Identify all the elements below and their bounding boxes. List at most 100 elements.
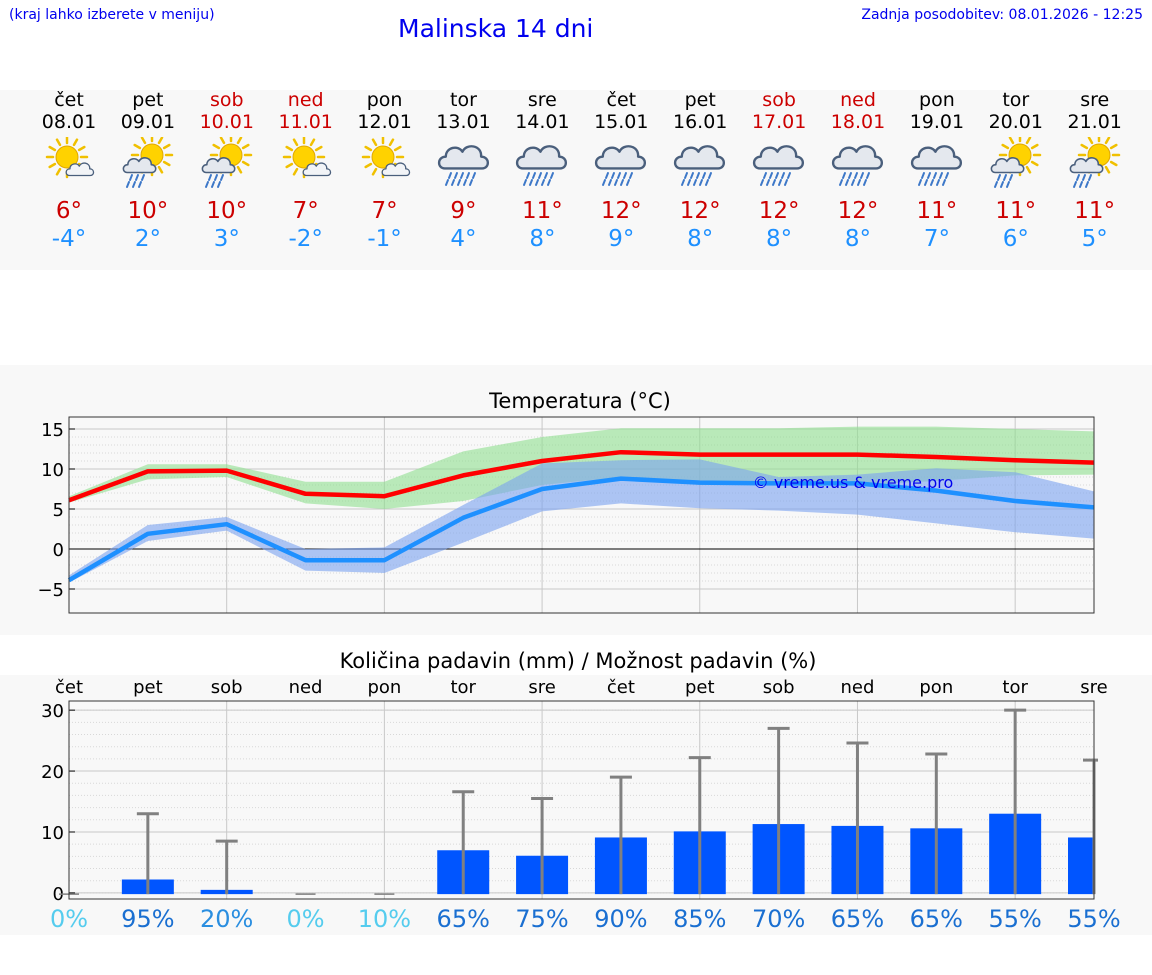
day-name: ned — [840, 89, 876, 111]
last-updated: Zadnja posodobitev: 08.01.2026 - 12:25 — [861, 7, 1143, 23]
max-temperature: 12° — [758, 198, 800, 224]
day-column: čet 08.01 6° -4° — [29, 89, 109, 253]
cloud-rain-icon — [512, 137, 572, 193]
cloud-rain-icon — [670, 137, 730, 193]
x-category-label: sob — [211, 677, 243, 698]
min-temperature: 7° — [923, 226, 950, 252]
max-temperature: 11° — [1074, 198, 1116, 224]
sun-cloud-icon — [355, 135, 415, 193]
x-category-label: sob — [763, 677, 795, 698]
day-name: čet — [606, 89, 637, 111]
chart-title: Količina padavin (mm) / Možnost padavin … — [340, 649, 817, 673]
precipitation-probability: 65% — [831, 905, 884, 933]
day-date: 09.01 — [120, 111, 176, 133]
max-temperature: 12° — [679, 198, 721, 224]
plot-frame — [68, 416, 1095, 614]
max-temperature: 12° — [837, 198, 879, 224]
y-tick-label: −5 — [37, 580, 64, 601]
day-date: 10.01 — [199, 111, 254, 133]
day-column: pon 12.01 7° -1° — [345, 89, 425, 253]
chart-title: Temperatura (°C) — [488, 389, 671, 413]
x-category-label: ned — [841, 677, 875, 698]
cloud-rain-icon — [434, 137, 494, 193]
y-tick-label: 20 — [41, 762, 64, 783]
sun-cloud-icon — [276, 135, 336, 193]
day-date: 15.01 — [594, 111, 649, 133]
x-category-label: čet — [607, 677, 635, 698]
day-name: pet — [132, 89, 164, 111]
day-column: pet 16.01 12° 8° — [660, 89, 740, 253]
temperature-chart: Temperatura (°C) 15 10 5 0 −5 © vreme.us & vre… — [37, 389, 1095, 614]
max-temperature: 10° — [127, 198, 169, 224]
temperature-title-band — [0, 365, 1152, 410]
min-temperature: -4° — [51, 226, 87, 252]
precipitation-chart: Količina padavin (mm) / Možnost padavin … — [41, 649, 1121, 933]
min-temperature: 6° — [1002, 226, 1029, 252]
min-temperature: 8° — [844, 226, 872, 252]
precipitation-probability: 20% — [200, 905, 253, 933]
day-name: sob — [210, 89, 244, 111]
page-title: Malinska 14 dni — [398, 14, 594, 43]
precipitation-probability: 65% — [910, 905, 963, 933]
min-temperature-band — [69, 459, 1094, 583]
sun-cloud-rain-icon — [197, 133, 257, 193]
precipitation-probability: 85% — [673, 905, 726, 933]
x-category-label: sre — [1080, 677, 1107, 698]
precipitation-probability: 0% — [286, 905, 324, 933]
min-temperature: 8° — [529, 226, 556, 252]
min-temperature: 8° — [687, 226, 714, 252]
day-date: 18.01 — [830, 111, 886, 133]
min-temperature: 9° — [608, 226, 635, 252]
x-category-label: pon — [367, 677, 401, 698]
max-temperature: 7° — [371, 198, 398, 224]
day-date: 16.01 — [672, 111, 728, 133]
x-category-label: tor — [1002, 677, 1028, 698]
cloud-rain-icon — [828, 137, 888, 193]
precipitation-probability: 0% — [50, 905, 88, 933]
day-date: 21.01 — [1067, 111, 1122, 133]
max-temperature: 7° — [292, 198, 319, 224]
precipitation-probability: 70% — [752, 905, 805, 933]
max-temperature: 11° — [916, 198, 958, 224]
precipitation-probability: 90% — [594, 905, 647, 933]
day-date: 12.01 — [357, 111, 412, 133]
precipitation-bar — [1068, 837, 1094, 895]
y-tick-label: 5 — [53, 500, 64, 521]
day-date: 17.01 — [751, 111, 807, 133]
day-name: pet — [684, 89, 716, 111]
max-temperature: 11° — [522, 198, 563, 224]
day-name: sob — [762, 89, 796, 111]
day-column: sob 17.01 12° 8° — [739, 89, 819, 253]
day-date: 20.01 — [988, 111, 1043, 133]
day-name: čet — [54, 89, 84, 111]
day-column: sob 10.01 10° 3° — [187, 89, 267, 253]
day-date: 08.01 — [41, 111, 97, 133]
y-tick-label: 0 — [53, 540, 64, 561]
day-column: sre 21.01 11° 5° — [1055, 89, 1135, 253]
min-temperature: 2° — [134, 226, 161, 252]
plot-frame — [68, 700, 1095, 900]
max-temperature: 6° — [55, 198, 83, 224]
max-temperature: 9° — [450, 198, 477, 224]
watermark: © vreme.us & vreme.pro — [753, 473, 954, 492]
sun-cloud-rain-icon — [1065, 133, 1125, 193]
day-name: sre — [1080, 89, 1110, 111]
min-temperature-line — [67, 476, 1095, 583]
y-tick-label: 10 — [41, 460, 64, 481]
cloud-rain-icon — [749, 137, 809, 193]
day-name: tor — [1002, 89, 1030, 111]
min-temperature: 5° — [1081, 226, 1108, 252]
sun-cloud-rain-icon — [118, 133, 178, 193]
day-date: 13.01 — [436, 111, 491, 133]
day-name: pon — [366, 89, 403, 111]
day-column: tor 13.01 9° 4° — [424, 89, 504, 253]
precipitation-probability: 65% — [437, 905, 490, 933]
day-date: 11.01 — [278, 111, 333, 133]
max-temperature-line — [68, 449, 1095, 503]
min-temperature: 3° — [213, 226, 240, 252]
day-column: tor 20.01 11° 6° — [976, 89, 1056, 253]
day-name: sre — [527, 89, 557, 111]
max-temperature: 12° — [600, 198, 642, 224]
region-menu-note: (kraj lahko izberete v meniju) — [9, 7, 215, 23]
x-category-label: ned — [289, 677, 323, 698]
